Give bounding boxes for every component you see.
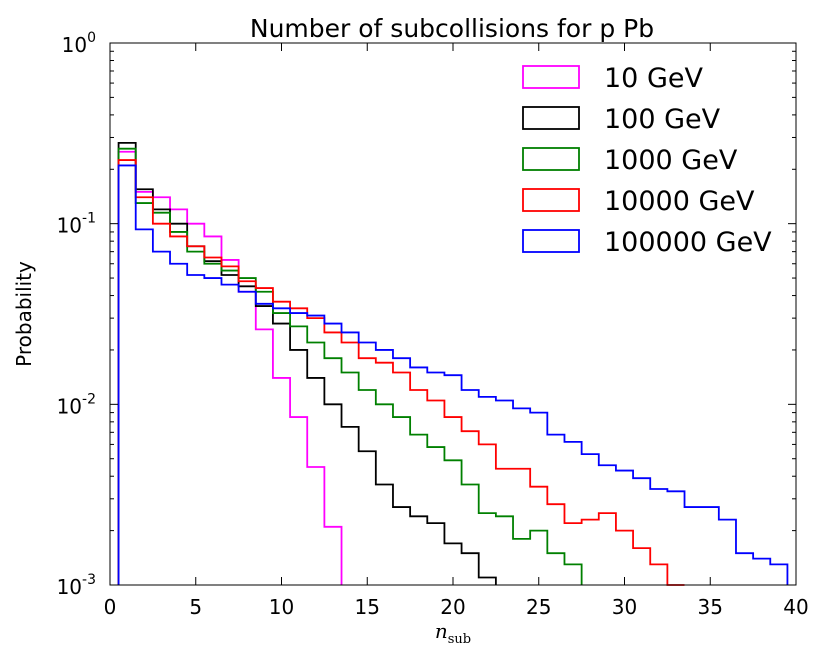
legend-label: 100000 GeV xyxy=(604,227,772,258)
legend-label: 100 GeV xyxy=(604,104,721,135)
legend-label: 10 GeV xyxy=(604,63,703,94)
chart-title: Number of subcollisions for p Pb xyxy=(250,14,654,43)
series-line xyxy=(117,147,583,585)
legend-item: 1000 GeV xyxy=(522,145,738,176)
plot-area xyxy=(117,141,789,586)
y-axis-label: Probability xyxy=(12,261,36,367)
legend-swatch xyxy=(522,65,580,89)
legend-swatch xyxy=(522,147,580,171)
legend-label: 1000 GeV xyxy=(604,145,738,176)
legend-item: 10 GeV xyxy=(522,63,703,94)
x-tick-label: 5 xyxy=(189,595,202,619)
series-4 xyxy=(117,164,789,585)
x-tick-label: 25 xyxy=(526,595,551,619)
x-tick-label: 0 xyxy=(104,595,117,619)
x-tick-label: 35 xyxy=(698,595,723,619)
x-tick-label: 10 xyxy=(269,595,294,619)
y-tick-label: 10-2 xyxy=(57,391,96,418)
series-1 xyxy=(117,141,497,585)
x-axis-label-main: n xyxy=(435,619,448,643)
x-tick-label: 40 xyxy=(783,595,808,619)
series-line xyxy=(117,164,789,585)
legend-item: 100 GeV xyxy=(522,104,721,135)
legend-label: 10000 GeV xyxy=(604,186,755,217)
series-line xyxy=(117,141,497,585)
x-tick-label: 30 xyxy=(612,595,637,619)
legend-swatch xyxy=(522,229,580,253)
axes: 0 5 10 15 20 25 30 35 40 100 10-1 10-2 10-3 xyxy=(57,30,809,619)
y-tick-label: 10-1 xyxy=(57,211,96,238)
x-tick-label: 20 xyxy=(440,595,465,619)
y-tick-label: 10-3 xyxy=(57,572,96,599)
legend: 10 GeV 100 GeV 1000 GeV 10000 GeV 100000 GeV xyxy=(522,63,772,258)
series-line xyxy=(117,159,685,586)
series-3 xyxy=(117,159,685,586)
legend-item: 10000 GeV xyxy=(522,186,755,217)
legend-item: 100000 GeV xyxy=(522,227,772,258)
legend-swatch xyxy=(522,106,580,130)
series-2 xyxy=(117,147,583,585)
y-tick-label: 100 xyxy=(62,30,96,57)
x-axis-label-subscript: sub xyxy=(448,632,471,647)
legend-swatch xyxy=(522,188,580,212)
x-tick-label: 15 xyxy=(355,595,380,619)
x-axis-label: nsub xyxy=(435,619,471,647)
